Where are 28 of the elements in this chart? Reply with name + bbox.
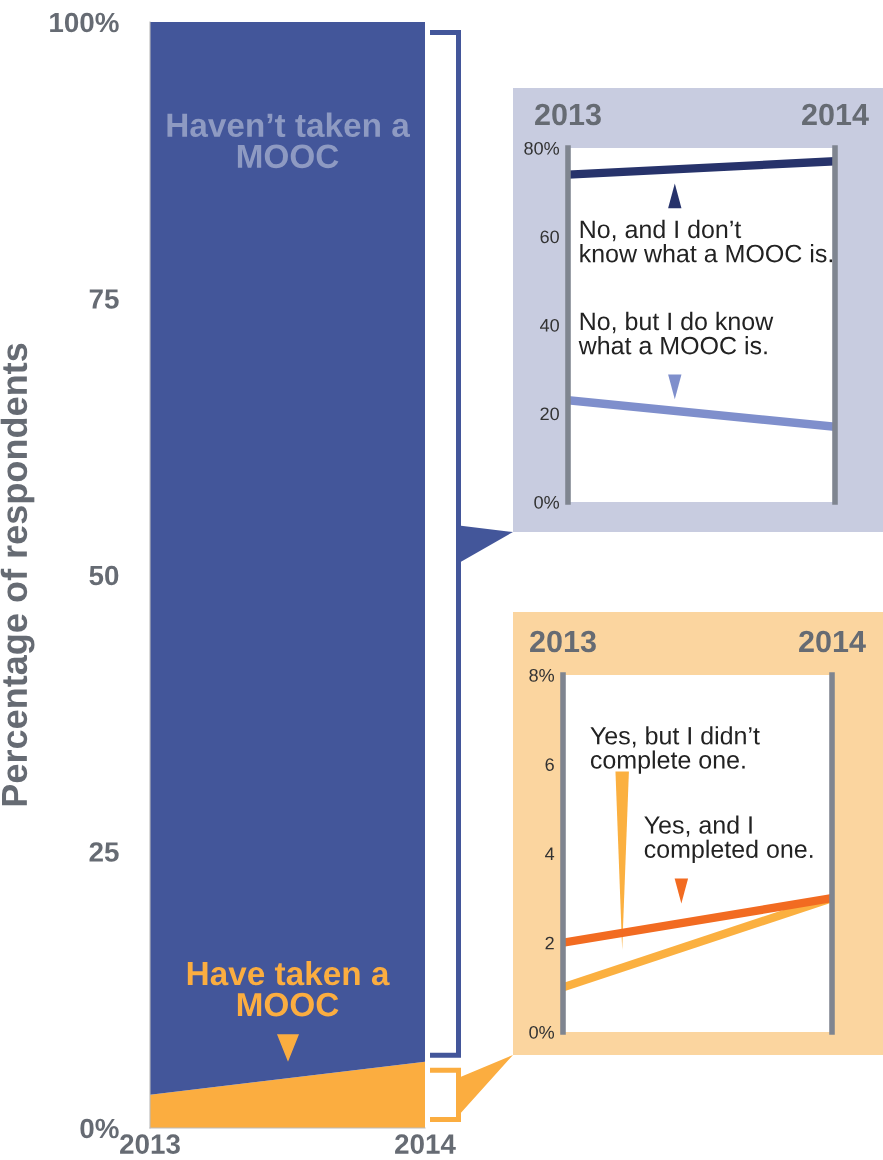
- series-label: Yes, and I completed one.: [644, 815, 813, 863]
- series-label: No, but I do know what a MOOC is.: [578, 311, 774, 355]
- y-tick-label: 40: [540, 318, 559, 332]
- y-tick-label: 60: [540, 230, 559, 244]
- x-tick-label: 2013: [535, 103, 601, 126]
- text: Yes, but I didn’t complete one.: [590, 726, 760, 774]
- y-tick-label: 75: [89, 289, 119, 309]
- y-axis-title: Percentage of respondents: [0, 343, 35, 806]
- series-label: Haven’t taken a MOOC: [167, 112, 410, 169]
- x-tick-label: 2014: [802, 103, 869, 126]
- y-tick-label: 100%: [50, 12, 119, 33]
- y-tick-label: 0%: [80, 1118, 119, 1139]
- legend-label: No, and I don’t know what a MOOC is.: [580, 219, 833, 263]
- x-tick-label: 2014: [799, 630, 866, 653]
- y-tick-label: 8%: [529, 668, 555, 682]
- series-label: Have taken a MOOC: [187, 960, 390, 1017]
- y-tick-label: 2: [545, 936, 554, 950]
- y-tick-label: 0%: [529, 1025, 555, 1039]
- y-tick-label: 20: [540, 407, 559, 421]
- y-tick-label: 0%: [534, 495, 560, 509]
- y-tick-label: 50: [89, 565, 119, 586]
- x-tick-label: 2013: [120, 1134, 180, 1154]
- x-tick-label: 2014: [395, 1134, 456, 1154]
- x-tick-label: 2013: [530, 630, 596, 653]
- y-tick-label: 4: [545, 847, 555, 861]
- y-tick-label: 25: [89, 842, 119, 862]
- y-tick-label: 80%: [524, 141, 560, 155]
- y-tick-label: 6: [545, 758, 554, 771]
